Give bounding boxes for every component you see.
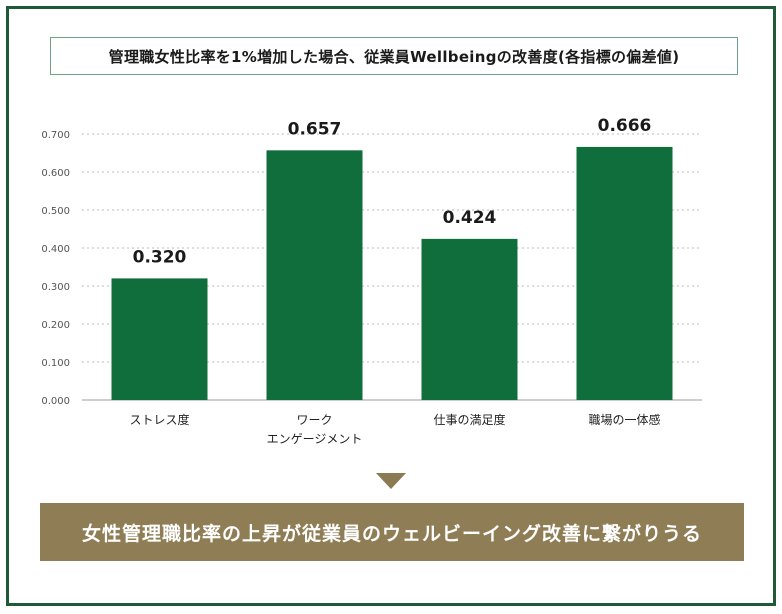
down-arrow-icon	[376, 473, 406, 489]
y-tick-label: 0.400	[41, 244, 70, 255]
bar	[421, 238, 518, 400]
y-tick-label: 0.000	[41, 396, 70, 407]
data-label: 0.657	[288, 119, 342, 139]
category-label: エンゲージメント	[267, 432, 363, 446]
category-label: ストレス度	[129, 412, 189, 427]
data-label: 0.320	[133, 247, 187, 267]
category-label: 職場の一体感	[588, 412, 660, 427]
y-tick-label: 0.100	[41, 358, 70, 369]
bar	[266, 150, 363, 400]
bar	[576, 146, 673, 400]
category-label: ワーク	[296, 413, 332, 427]
data-label: 0.424	[443, 208, 497, 228]
chart-frame	[6, 6, 776, 606]
y-tick-label: 0.700	[41, 130, 70, 141]
y-tick-label: 0.300	[41, 282, 70, 293]
conclusion-banner: 女性管理職比率の上昇が従業員のウェルビーイング改善に繋がりうる	[40, 503, 744, 561]
category-label: 仕事の満足度	[433, 412, 505, 427]
data-label: 0.666	[598, 116, 652, 136]
bar	[111, 278, 208, 400]
y-tick-label: 0.600	[41, 168, 70, 179]
chart-title-box: 管理職女性比率を1%増加した場合、従業員Wellbeingの改善度(各指標の偏差…	[50, 37, 738, 75]
y-tick-label: 0.500	[41, 206, 70, 217]
conclusion-text: 女性管理職比率の上昇が従業員のウェルビーイング改善に繋がりうる	[81, 522, 702, 545]
y-tick-label: 0.200	[41, 320, 70, 331]
chart-title: 管理職女性比率を1%増加した場合、従業員Wellbeingの改善度(各指標の偏差…	[108, 47, 680, 66]
